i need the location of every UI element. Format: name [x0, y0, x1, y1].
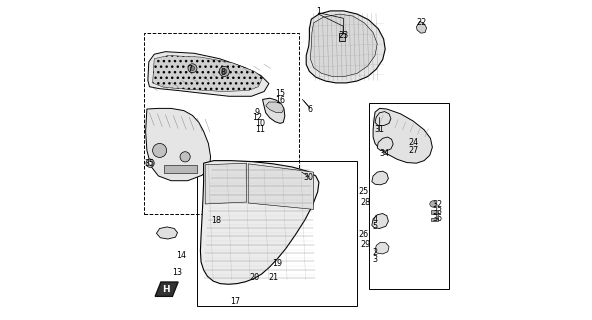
Circle shape: [148, 161, 152, 165]
Circle shape: [430, 201, 436, 207]
Text: 29: 29: [361, 240, 371, 249]
Bar: [339, 33, 345, 41]
Polygon shape: [201, 161, 319, 284]
Text: 22: 22: [417, 19, 427, 28]
Polygon shape: [416, 21, 427, 33]
Circle shape: [190, 66, 195, 70]
Polygon shape: [155, 282, 178, 296]
Text: 9: 9: [255, 108, 260, 117]
Text: 36: 36: [432, 214, 442, 223]
Text: 32: 32: [432, 200, 442, 209]
Text: 16: 16: [275, 96, 285, 105]
Text: 12: 12: [252, 114, 262, 123]
Circle shape: [146, 159, 155, 167]
Polygon shape: [306, 11, 385, 83]
Polygon shape: [375, 112, 391, 125]
Polygon shape: [205, 163, 247, 204]
Text: 30: 30: [304, 173, 314, 182]
Circle shape: [153, 143, 166, 157]
Text: 18: 18: [211, 216, 221, 225]
Polygon shape: [377, 137, 393, 151]
Polygon shape: [373, 108, 432, 163]
Text: 13: 13: [172, 268, 182, 277]
Text: 10: 10: [255, 119, 265, 128]
Circle shape: [188, 64, 197, 73]
Text: 1: 1: [316, 7, 321, 16]
Polygon shape: [310, 14, 377, 76]
Text: 6: 6: [307, 105, 312, 114]
Text: 26: 26: [359, 230, 369, 239]
Circle shape: [180, 152, 190, 162]
Text: 19: 19: [272, 259, 282, 268]
Text: 28: 28: [361, 197, 371, 206]
Bar: [164, 165, 197, 173]
Text: 23: 23: [338, 31, 348, 40]
Text: 24: 24: [409, 138, 419, 147]
Circle shape: [219, 66, 230, 76]
Text: 8: 8: [221, 68, 226, 77]
Text: 5: 5: [372, 222, 378, 231]
Text: 31: 31: [375, 125, 384, 134]
Text: 33: 33: [432, 207, 442, 216]
Circle shape: [222, 69, 227, 74]
Polygon shape: [148, 52, 269, 96]
Text: 15: 15: [275, 89, 285, 98]
Text: 20: 20: [249, 273, 260, 282]
Polygon shape: [146, 108, 211, 181]
Polygon shape: [375, 242, 389, 254]
Bar: [432, 210, 437, 214]
Polygon shape: [156, 227, 178, 239]
Polygon shape: [266, 102, 284, 113]
Text: 17: 17: [230, 297, 240, 306]
Text: 14: 14: [176, 251, 186, 260]
Text: 25: 25: [358, 188, 369, 196]
Text: 34: 34: [379, 149, 390, 158]
Text: H: H: [162, 285, 170, 294]
Polygon shape: [153, 55, 262, 92]
Text: 4: 4: [372, 215, 378, 224]
Polygon shape: [372, 213, 388, 228]
Polygon shape: [372, 171, 388, 185]
Text: 21: 21: [269, 273, 279, 282]
Text: 7: 7: [188, 65, 193, 74]
Polygon shape: [262, 98, 285, 123]
Text: 27: 27: [408, 146, 419, 155]
Text: 3: 3: [372, 255, 378, 264]
Text: 11: 11: [255, 125, 265, 134]
Text: 35: 35: [144, 159, 155, 168]
Polygon shape: [248, 164, 314, 209]
Bar: [431, 218, 438, 221]
Text: 2: 2: [372, 248, 378, 257]
